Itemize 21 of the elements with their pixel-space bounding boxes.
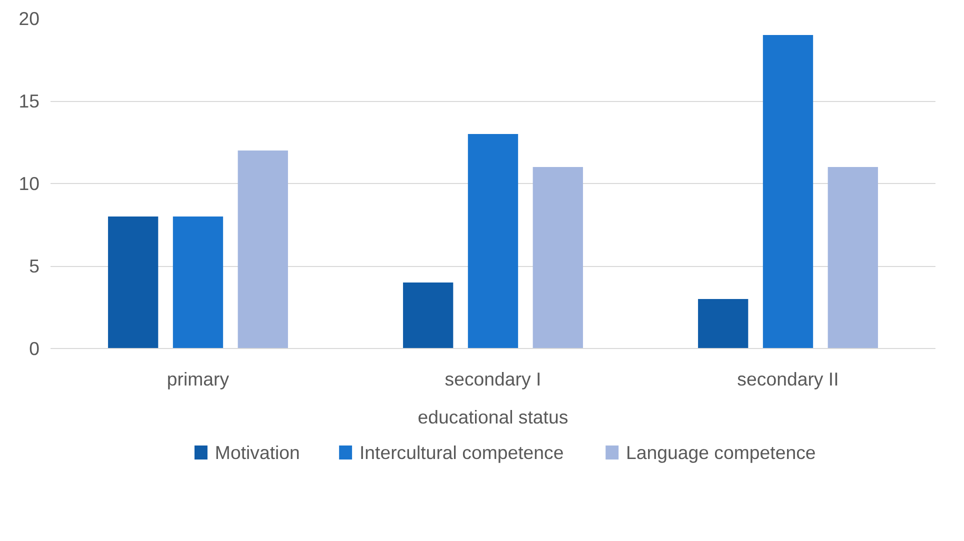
legend-label: Language competence [626, 442, 816, 463]
bar [762, 35, 814, 348]
y-tick-label: 20 [18, 8, 40, 29]
bar [468, 134, 518, 348]
bar [238, 150, 288, 348]
x-tick-label: primary [166, 368, 230, 390]
y-tick-label: 15 [18, 90, 40, 112]
bar [172, 216, 224, 348]
legend-label: Intercultural competence [359, 442, 564, 463]
x-tick-label: secondary II [737, 368, 839, 390]
y-tick-label: 5 [29, 256, 40, 276]
y-tick-label: 10 [18, 173, 40, 194]
legend-label: Motivation [214, 442, 300, 463]
bar [698, 299, 748, 348]
bar [108, 216, 158, 348]
bar [532, 167, 583, 348]
bar [403, 282, 454, 348]
x-tick-label: secondary I [444, 368, 542, 390]
x-axis-title: educational status [418, 406, 568, 428]
bar [828, 167, 878, 348]
y-tick-label: 0 [29, 338, 40, 359]
